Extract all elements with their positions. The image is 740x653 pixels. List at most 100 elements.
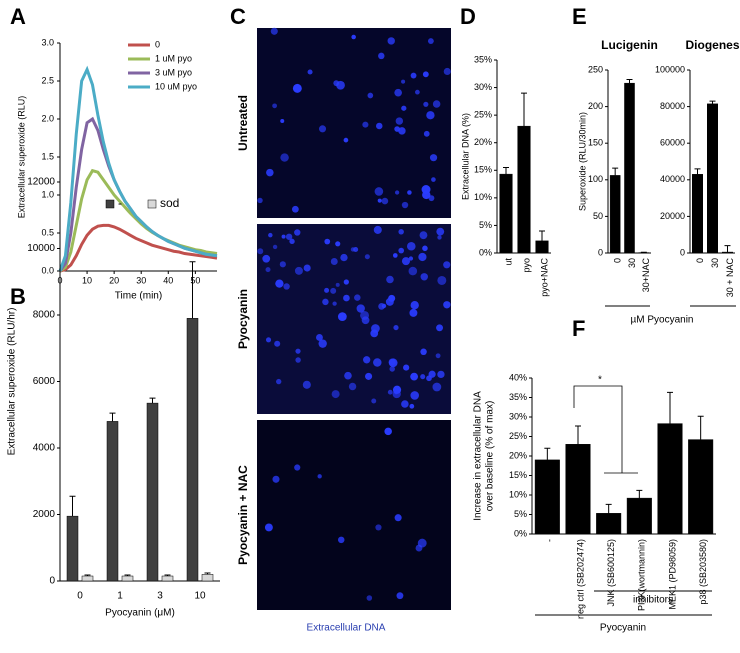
nucleus	[279, 261, 286, 268]
legend-label: sod	[160, 196, 179, 210]
bar	[499, 173, 513, 254]
y-tick-label: 5%	[514, 509, 527, 519]
error-bar	[612, 167, 619, 176]
y-tick-label: 0.0	[41, 265, 54, 275]
nucleus	[409, 308, 418, 317]
nucleus	[388, 294, 396, 302]
bar	[517, 125, 531, 254]
nucleus	[384, 427, 392, 436]
bar	[534, 459, 560, 535]
nucleus	[386, 275, 394, 284]
y-tick-label: 200	[588, 101, 603, 111]
nucleus	[423, 130, 430, 137]
nucleus	[403, 364, 410, 371]
y-axis-label: Extracellular DNA (%)	[460, 113, 470, 200]
y-tick-label: 1.0	[41, 189, 54, 199]
nucleus	[303, 264, 311, 272]
y-tick-label: 15%	[509, 470, 527, 480]
bar	[707, 103, 718, 254]
nucleus	[410, 301, 419, 310]
nucleus	[363, 356, 371, 364]
nucleus	[419, 231, 428, 240]
caption: Extracellular DNA	[307, 623, 386, 634]
y-tick-label: 80000	[660, 101, 685, 111]
bar	[722, 251, 733, 254]
bar	[146, 402, 159, 582]
y-axis-label: Superoxide (RLU/30min)	[577, 112, 587, 211]
x-tick-label: 40	[163, 275, 173, 285]
nucleus	[330, 287, 337, 294]
bar	[692, 174, 703, 254]
nuclei	[257, 27, 451, 601]
y-tick-label: 100000	[655, 64, 685, 74]
micrograph	[257, 28, 451, 218]
nucleus	[351, 34, 356, 40]
bar	[535, 240, 549, 254]
y-tick-label: 6000	[33, 376, 56, 387]
y-tick-label: 20%	[474, 137, 492, 147]
x-tick-label: JNK (SB600125)	[606, 539, 616, 607]
nucleus	[295, 348, 301, 354]
nucleus	[427, 38, 434, 45]
nucleus	[285, 233, 293, 240]
nucleus	[264, 523, 273, 532]
nucleus	[418, 252, 427, 262]
nucleus	[393, 324, 399, 331]
y-tick-label: 25%	[509, 431, 527, 441]
x-tick-label: 30	[136, 275, 146, 285]
nucleus	[318, 339, 327, 348]
error-bar	[69, 495, 76, 517]
y-tick-label: 12000	[27, 177, 55, 188]
nucleus	[398, 127, 406, 135]
nucleus	[410, 391, 419, 400]
y-tick-label: 0	[680, 247, 685, 257]
nucleus	[289, 238, 295, 245]
nucleus	[409, 403, 415, 409]
nucleus	[420, 374, 426, 380]
x-tick-label: 0	[613, 258, 623, 263]
row-label: Untreated	[236, 95, 250, 151]
error-bar	[109, 412, 116, 422]
nucleus	[316, 334, 323, 341]
error-bar	[544, 447, 551, 460]
nucleus	[410, 72, 417, 79]
nucleus	[401, 105, 407, 111]
nucleus	[408, 256, 414, 261]
nucleus	[375, 524, 382, 531]
y-tick-label: 50	[593, 211, 603, 221]
nucleus	[429, 154, 438, 162]
x-tick-label: MEK1 (PD98059)	[667, 539, 677, 610]
panel-label: E	[572, 4, 587, 29]
y-tick-label: 5%	[479, 220, 492, 230]
y-tick-label: 40%	[509, 372, 527, 382]
y-tick-label: 35%	[474, 54, 492, 64]
nucleus	[392, 253, 398, 258]
nucleus	[280, 153, 289, 162]
nucleus	[343, 137, 349, 143]
significance: *	[598, 375, 602, 386]
y-tick-label: 10000	[27, 243, 55, 254]
nucleus	[408, 266, 418, 276]
nucleus	[276, 378, 282, 385]
nucleus	[280, 119, 285, 124]
group-label: Pyocyanin	[600, 623, 646, 634]
nucleus	[295, 357, 301, 363]
x-tick-label: 0	[77, 591, 83, 602]
error-bar	[667, 391, 673, 424]
nucleus	[367, 92, 374, 99]
error-bar	[697, 415, 704, 440]
nucleus	[294, 229, 301, 236]
nucleus	[432, 100, 441, 108]
y-tick-label: 0	[49, 576, 55, 587]
nucleus	[265, 267, 271, 273]
x-tick-label: 50	[190, 275, 200, 285]
legend-label: 10 uM pyo	[155, 81, 197, 91]
nucleus	[398, 247, 405, 254]
nucleus	[415, 89, 420, 95]
nucleus	[265, 337, 272, 343]
error-bar	[189, 261, 196, 319]
legend-swatch	[105, 199, 115, 209]
y-tick-label: 0%	[514, 528, 527, 538]
nucleus	[281, 234, 286, 239]
